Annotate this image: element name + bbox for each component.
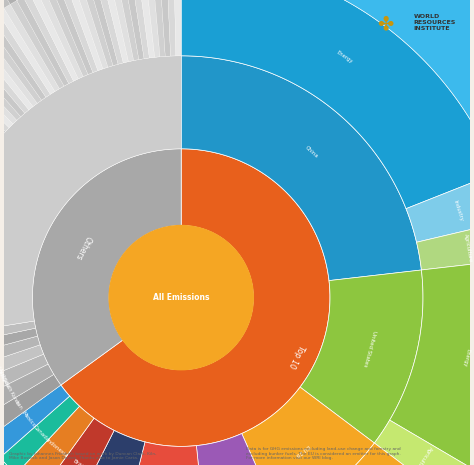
Polygon shape xyxy=(0,374,61,440)
Polygon shape xyxy=(114,0,139,60)
Text: Brazil: Brazil xyxy=(72,458,88,465)
Polygon shape xyxy=(0,25,37,106)
Polygon shape xyxy=(0,56,181,336)
Polygon shape xyxy=(0,328,37,360)
Polygon shape xyxy=(17,0,69,86)
Polygon shape xyxy=(23,0,73,84)
Polygon shape xyxy=(61,149,330,446)
Polygon shape xyxy=(100,0,128,63)
Text: Data is for GHG emissions excluding land-use change and forestry and
excluding b: Data is for GHG emissions excluding land… xyxy=(246,447,401,460)
Polygon shape xyxy=(0,16,46,100)
Text: All Emissions: All Emissions xyxy=(153,293,210,302)
Polygon shape xyxy=(0,385,70,458)
Text: Industry: Industry xyxy=(453,199,464,222)
Polygon shape xyxy=(78,0,113,67)
Polygon shape xyxy=(0,54,13,128)
Polygon shape xyxy=(64,0,103,71)
Text: ✤: ✤ xyxy=(378,14,394,33)
Text: Canada: Canada xyxy=(32,424,50,443)
Polygon shape xyxy=(144,0,160,57)
Polygon shape xyxy=(0,29,33,110)
Polygon shape xyxy=(36,0,83,79)
Polygon shape xyxy=(44,0,88,77)
Text: United States: United States xyxy=(362,330,377,367)
Circle shape xyxy=(109,226,253,370)
Polygon shape xyxy=(374,420,474,465)
Polygon shape xyxy=(159,0,171,56)
Polygon shape xyxy=(196,433,280,465)
Polygon shape xyxy=(107,0,134,62)
Text: Iran: Iran xyxy=(14,400,23,411)
Text: WORLD
RESOURCES
INSTITUTE: WORLD RESOURCES INSTITUTE xyxy=(414,14,456,31)
Text: Others: Others xyxy=(73,234,92,261)
Polygon shape xyxy=(0,39,25,117)
Text: Australia: Australia xyxy=(0,367,10,389)
Polygon shape xyxy=(129,0,149,59)
Polygon shape xyxy=(39,418,114,465)
Polygon shape xyxy=(0,44,21,120)
Polygon shape xyxy=(0,461,16,465)
Polygon shape xyxy=(85,0,118,66)
Polygon shape xyxy=(406,173,474,242)
Polygon shape xyxy=(0,0,10,8)
Polygon shape xyxy=(0,354,48,405)
Polygon shape xyxy=(122,0,144,60)
Text: Agriculture: Agriculture xyxy=(413,445,433,465)
Polygon shape xyxy=(0,321,36,347)
Polygon shape xyxy=(0,396,80,465)
Polygon shape xyxy=(16,406,94,465)
Text: Mexico: Mexico xyxy=(21,411,36,429)
Text: EU 28: EU 28 xyxy=(295,444,310,458)
Polygon shape xyxy=(0,8,55,94)
Polygon shape xyxy=(0,458,3,465)
Polygon shape xyxy=(166,0,176,56)
Text: Energy: Energy xyxy=(461,348,470,367)
Polygon shape xyxy=(72,431,145,465)
Polygon shape xyxy=(0,20,42,103)
Text: South Korea: South Korea xyxy=(0,378,19,406)
Polygon shape xyxy=(0,65,6,135)
Polygon shape xyxy=(0,345,44,390)
Text: Energy: Energy xyxy=(336,50,354,65)
Text: Saudi Arabia: Saudi Arabia xyxy=(0,350,6,381)
Text: Graphic by Johannes Friedrich based on work by Duncan Clark, Kiln,
Mike Bostock : Graphic by Johannes Friedrich based on w… xyxy=(9,452,156,460)
Polygon shape xyxy=(0,336,40,374)
Polygon shape xyxy=(4,4,59,92)
Polygon shape xyxy=(0,0,17,4)
Text: Agriculture: Agriculture xyxy=(463,233,473,263)
Polygon shape xyxy=(71,0,108,69)
Polygon shape xyxy=(92,0,123,64)
Polygon shape xyxy=(0,34,29,113)
Polygon shape xyxy=(181,56,421,280)
Polygon shape xyxy=(0,59,9,132)
Polygon shape xyxy=(0,12,50,97)
Polygon shape xyxy=(151,0,165,57)
Polygon shape xyxy=(174,0,181,56)
Polygon shape xyxy=(122,442,206,465)
Polygon shape xyxy=(32,149,181,385)
Polygon shape xyxy=(0,0,4,12)
Polygon shape xyxy=(417,220,474,270)
Polygon shape xyxy=(181,0,474,173)
Text: Top 10: Top 10 xyxy=(286,343,306,369)
Text: Indonesia: Indonesia xyxy=(45,438,69,459)
Polygon shape xyxy=(10,0,64,89)
Polygon shape xyxy=(57,0,98,73)
Polygon shape xyxy=(137,0,155,58)
Text: China: China xyxy=(304,145,319,159)
Polygon shape xyxy=(50,0,93,74)
Polygon shape xyxy=(242,387,374,465)
Polygon shape xyxy=(301,443,452,465)
Polygon shape xyxy=(30,0,78,81)
Polygon shape xyxy=(0,49,17,124)
Polygon shape xyxy=(390,259,474,465)
Polygon shape xyxy=(0,70,2,140)
Polygon shape xyxy=(300,270,423,443)
Polygon shape xyxy=(0,364,54,423)
Polygon shape xyxy=(181,0,474,209)
